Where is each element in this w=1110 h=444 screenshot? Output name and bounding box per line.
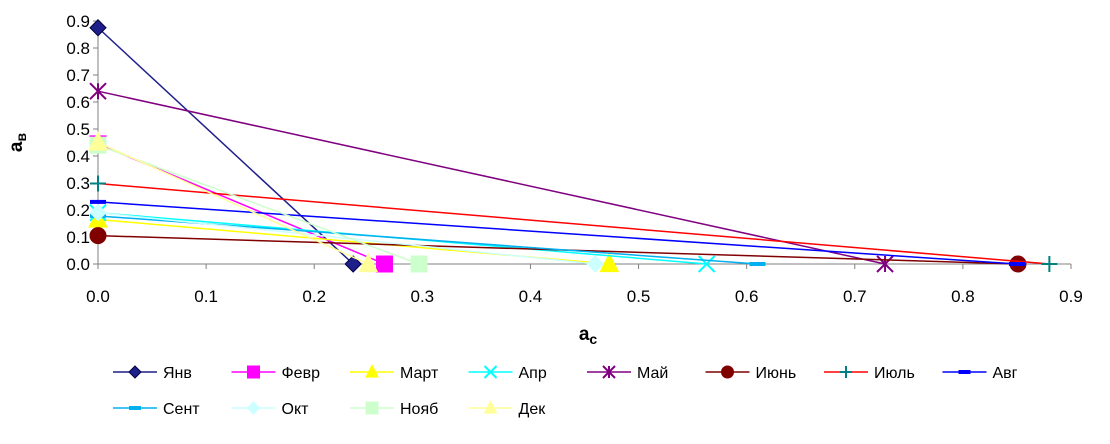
legend-item: Март <box>350 363 439 382</box>
legend: Янв Февр Март Апр Май Июнь Июль Авг Сент Окт Нояб Д… <box>113 363 1018 418</box>
x-axis-label-subscript: c <box>589 331 597 347</box>
data-point <box>876 255 894 273</box>
series-8 <box>90 199 1025 266</box>
legend-label: Февр <box>282 365 321 382</box>
x-tick-label: 0.4 <box>519 287 543 306</box>
legend-label: Нояб <box>400 401 438 418</box>
legend-label: Дек <box>519 401 547 418</box>
y-tick-label: 0.7 <box>66 66 90 85</box>
y-tick-label: 0.0 <box>66 255 90 274</box>
series-10 <box>89 203 605 273</box>
data-point <box>1041 256 1058 272</box>
series-line <box>97 211 596 265</box>
legend-marker <box>483 399 498 414</box>
data-point <box>375 255 393 273</box>
legend-marker <box>958 370 971 374</box>
legend-item: Авг <box>942 365 1018 382</box>
legend-marker <box>483 365 498 379</box>
legend-marker <box>247 365 260 379</box>
legend-marker <box>840 366 852 378</box>
legend-marker <box>246 401 261 415</box>
series-7 <box>90 175 1058 272</box>
data-point <box>358 252 379 273</box>
y-axis-label-subscript: в <box>13 133 29 142</box>
legend-item: Май <box>587 365 668 382</box>
legend-label: Июль <box>874 365 915 382</box>
legend-label: Апр <box>519 365 547 382</box>
legend-item: Дек <box>468 399 547 418</box>
y-tick-label: 0.1 <box>66 228 90 247</box>
data-point <box>90 199 106 204</box>
legend-item: Февр <box>231 365 321 382</box>
series-line <box>97 201 1017 265</box>
legend-label: Май <box>637 365 668 382</box>
y-tick-label: 0.4 <box>66 147 90 166</box>
legend-item: Сент <box>113 401 200 418</box>
legend-marker <box>128 365 142 379</box>
y-tick-label: 0.5 <box>66 120 90 139</box>
y-tick-label: 0.8 <box>66 39 90 58</box>
legend-item: Окт <box>231 401 310 418</box>
data-point <box>410 255 428 273</box>
x-axis-label: ac <box>579 324 598 347</box>
legend-item: Янв <box>113 365 192 382</box>
legend-marker <box>365 401 379 415</box>
x-tick-label: 0.6 <box>735 287 759 306</box>
legend-marker <box>365 363 379 378</box>
data-point <box>89 203 107 222</box>
series-line <box>97 27 354 265</box>
data-point <box>1008 262 1025 266</box>
y-tick-label: 0.9 <box>66 12 90 31</box>
data-point <box>89 227 107 245</box>
data-point <box>89 82 107 100</box>
axes: 0.0 0.1 0.2 0.3 0.4 0.5 0.6 0.7 0.8 0.9 0.0 0.1 0.2 0… <box>6 12 1083 347</box>
data-point <box>599 252 620 273</box>
series-line <box>97 141 369 265</box>
series-line <box>97 182 1050 265</box>
x-tick-label: 0.9 <box>1059 287 1083 306</box>
x-tick-label: 0.3 <box>411 287 435 306</box>
legend-item: Июнь <box>705 365 797 382</box>
legend-label: Окт <box>282 401 310 418</box>
series-1 <box>89 19 362 273</box>
legend-marker <box>721 365 734 379</box>
series-5 <box>89 82 894 273</box>
y-tick-label: 0.2 <box>66 201 90 220</box>
legend-label: Сент <box>163 401 200 418</box>
legend-marker <box>129 406 141 410</box>
legend-label: Март <box>400 365 439 382</box>
series-line <box>97 144 420 265</box>
x-tick-label: 0.8 <box>951 287 975 306</box>
x-tick-label: 0.7 <box>843 287 867 306</box>
y-axis-label: aв <box>6 133 29 153</box>
series-layer <box>88 19 1058 273</box>
data-point <box>90 175 106 192</box>
x-tick-label: 0.5 <box>627 287 651 306</box>
series-12 <box>88 131 379 273</box>
legend-marker <box>602 365 616 379</box>
legend-item: Июль <box>824 365 915 382</box>
legend-label: Авг <box>993 365 1018 382</box>
data-point <box>697 255 716 273</box>
x-tick-label: 0.2 <box>302 287 326 306</box>
x-tick-label: 0.1 <box>194 287 218 306</box>
data-point <box>344 255 362 273</box>
data-point <box>88 131 108 151</box>
legend-label: Янв <box>163 365 192 382</box>
series-line <box>97 90 886 265</box>
legend-label: Июнь <box>756 365 797 382</box>
legend-item: Нояб <box>350 401 438 418</box>
data-point <box>586 255 605 273</box>
legend-item: Апр <box>468 365 547 382</box>
y-tick-label: 0.3 <box>66 174 90 193</box>
x-tick-label: 0.0 <box>86 287 110 306</box>
data-point <box>89 19 107 37</box>
y-tick-label: 0.6 <box>66 93 90 112</box>
data-point <box>749 262 766 266</box>
